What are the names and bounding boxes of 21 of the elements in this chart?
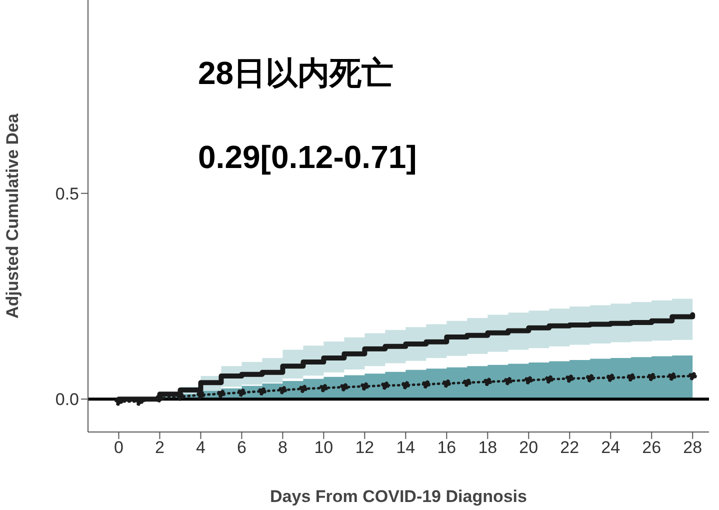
x-tick-label: 12 xyxy=(355,438,374,458)
x-tick-label: 16 xyxy=(437,438,456,458)
x-axis-title: Days From COVID-19 Diagnosis xyxy=(270,487,527,506)
x-tick-label: 4 xyxy=(196,438,206,458)
x-tick-label: 24 xyxy=(601,438,620,458)
annotation: 28日以内死亡 xyxy=(198,55,394,91)
y-tick-label: 0.5 xyxy=(55,184,79,204)
x-tick-label: 28 xyxy=(683,438,702,458)
x-tick-label: 8 xyxy=(278,438,288,458)
y-axis-title: Adjusted Cumulative Dea xyxy=(3,112,22,318)
x-tick-label: 22 xyxy=(560,438,580,458)
annotation: 0.29[0.12-0.71] xyxy=(198,139,417,175)
x-tick-label: 6 xyxy=(236,438,246,458)
x-tick-label: 14 xyxy=(396,438,416,458)
x-tick-label: 10 xyxy=(314,438,334,458)
x-tick-label: 20 xyxy=(519,438,538,458)
x-tick-label: 26 xyxy=(642,438,662,458)
x-tick-label: 2 xyxy=(155,438,164,458)
x-tick-label: 0 xyxy=(114,438,124,458)
y-tick-label: 0.0 xyxy=(55,390,79,410)
x-tick-label: 18 xyxy=(478,438,498,458)
